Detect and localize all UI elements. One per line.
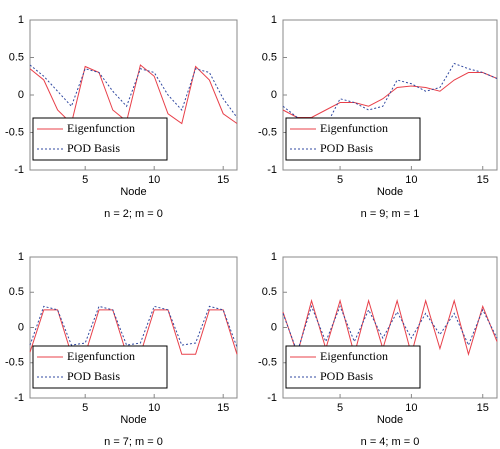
x-tick-label: 15: [477, 402, 489, 414]
chart-title: n = 4; m = 0: [361, 436, 420, 448]
x-tick-label: 5: [82, 402, 88, 414]
y-tick-label: 0: [18, 321, 24, 333]
y-tick-label: 1: [18, 14, 24, 26]
x-tick-label: 15: [217, 402, 229, 414]
y-tick-label: -0.5: [5, 357, 24, 369]
x-tick-label: 10: [405, 402, 417, 414]
y-tick-label: -0.5: [258, 126, 277, 138]
legend-box: [32, 345, 168, 389]
line-series: [282, 72, 498, 118]
y-tick-label: 0.5: [9, 51, 24, 63]
legend-label: Eigenfunction: [67, 121, 135, 135]
legend-label: Eigenfunction: [320, 121, 388, 135]
y-tick-label: -1: [14, 164, 24, 176]
chart-title: n = 7; m = 0: [104, 436, 163, 448]
y-tick-label: 0.5: [262, 51, 277, 63]
legend-label: Eigenfunction: [320, 349, 388, 363]
y-tick-label: -1: [267, 164, 277, 176]
y-tick-label: -1: [14, 392, 24, 404]
x-tick-label: 5: [337, 174, 343, 186]
x-tick-label: 5: [337, 402, 343, 414]
y-tick-label: -0.5: [258, 357, 277, 369]
line-series: [29, 64, 238, 118]
x-axis-label: Node: [377, 414, 403, 426]
legend-box: [285, 345, 421, 389]
line-series: [282, 304, 498, 354]
line-series: [29, 305, 238, 348]
x-axis-label: Node: [377, 186, 403, 198]
y-tick-label: -0.5: [5, 126, 24, 138]
y-tick-label: 1: [271, 251, 277, 263]
y-tick-label: 0.5: [9, 286, 24, 298]
legend-label: Eigenfunction: [67, 349, 135, 363]
x-tick-label: 5: [82, 174, 88, 186]
legend-box: [32, 117, 168, 161]
x-tick-label: 15: [217, 174, 229, 186]
x-tick-label: 10: [405, 174, 417, 186]
legend-label: POD Basis: [320, 369, 373, 383]
chart-title: n = 2; m = 0: [104, 208, 163, 220]
y-tick-label: 1: [271, 14, 277, 26]
legend-label: POD Basis: [67, 369, 120, 383]
y-tick-label: -1: [267, 392, 277, 404]
line-series: [29, 64, 238, 125]
legend-box: [285, 117, 421, 161]
chart-title: n = 9; m = 1: [361, 208, 420, 220]
y-tick-label: 1: [18, 251, 24, 263]
y-tick-label: 0.5: [262, 286, 277, 298]
legend-label: POD Basis: [320, 141, 373, 155]
y-tick-label: 0: [271, 89, 277, 101]
x-tick-label: 10: [148, 402, 160, 414]
y-tick-label: 0: [18, 89, 24, 101]
x-axis-label: Node: [120, 186, 146, 198]
x-axis-label: Node: [120, 414, 146, 426]
legend-label: POD Basis: [67, 141, 120, 155]
x-tick-label: 15: [477, 174, 489, 186]
y-tick-label: 0: [271, 321, 277, 333]
x-tick-label: 10: [148, 174, 160, 186]
line-series: [282, 62, 498, 128]
